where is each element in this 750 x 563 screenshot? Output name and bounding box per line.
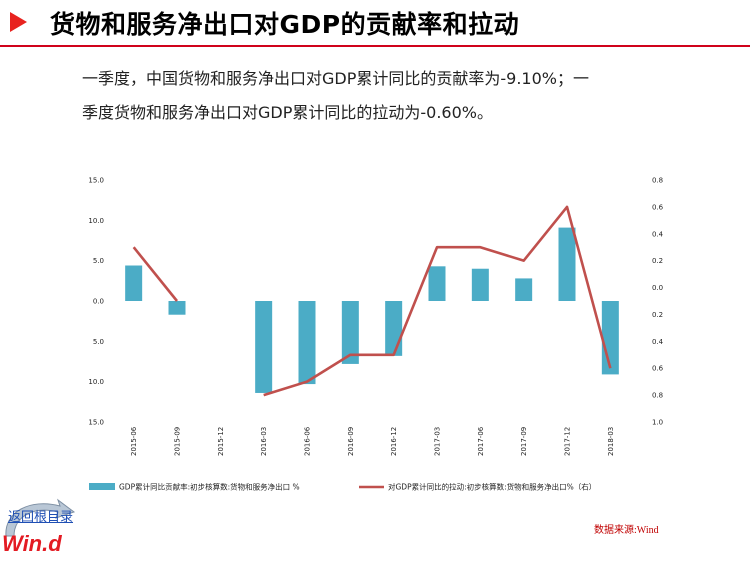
right-axis-tick-label: 0.4 [652,338,664,346]
bar-2015-06 [125,265,143,301]
x-axis-tick-label: 2017-12 [564,427,572,456]
line-series [263,205,612,397]
bar-2016-12 [385,301,403,356]
combo-chart: 15.0 10.0 5.0 0.0 5.0 10.0 15.0 0.8 0.6 0.4 0.2 0.0… [88,177,664,492]
wind-logo-text: Win.d [2,531,62,556]
x-axis-tick-label: 2017-06 [477,426,485,456]
x-axis-tick-label: 2016-12 [390,427,398,456]
legend-label-line: 对GDP累计同比的拉动:初步核算数:货物和服务净出口%（右） [388,482,596,492]
left-axis-tick-label: 10.0 [88,217,104,225]
x-axis-tick-label: 2015-09 [174,427,182,456]
x-axis-tick-label: 2016-03 [260,427,268,456]
title-bar: 货物和服务净出口对GDP的贡献率和拉动 [0,0,750,48]
legend-label-bar: GDP累计同比贡献率:初步核算数:货物和服务净出口 % [119,482,300,492]
bar-2017-12 [558,227,576,301]
summary-text: 一季度，中国货物和服务净出口对GDP累计同比的贡献率为-9.10%；一 季度货物… [82,62,697,130]
data-source: 数据来源:Wind [594,525,659,536]
x-axis-tick-label: 2017-03 [434,427,442,456]
wind-logo-icon [5,498,76,537]
title-divider [0,45,750,47]
right-axis-tick-label: 1.0 [652,419,663,427]
summary-line-2: 季度货物和服务净出口对GDP累计同比的拉动为-0.60%。 [82,103,493,122]
bar-2016-06 [298,301,316,385]
left-axis-tick-label: 15.0 [88,419,104,427]
bar-2015-09 [168,301,186,315]
x-axis-tick-label: 2016-06 [304,426,312,456]
x-axis-tick-label: 2018-03 [607,427,615,456]
line-series [132,246,179,302]
right-axis-tick-label: 0.2 [652,311,663,319]
x-axis-tick-label: 2015-06 [130,426,138,456]
right-axis-tick-label: 0.6 [652,203,664,211]
left-axis-tick-label: 5.0 [93,257,104,265]
right-axis-tick-label: 0.6 [652,365,664,373]
x-axis-tick-label: 2016-09 [347,427,355,456]
left-axis-tick-label: 10.0 [88,378,104,386]
legend-swatch-bar [89,483,115,490]
bar-2016-03 [255,301,273,393]
page-title: 货物和服务净出口对GDP的贡献率和拉动 [50,10,520,39]
bar-2016-09 [341,301,359,364]
back-to-root-link[interactable]: 返回根目录 [8,510,74,525]
right-axis-tick-label: 0.0 [652,284,663,292]
bar-2017-06 [471,268,489,301]
right-axis-tick-label: 0.2 [652,257,663,265]
title-arrow-icon [10,12,27,32]
bar-2017-09 [515,278,533,301]
right-axis-tick-label: 0.4 [652,230,664,238]
x-axis-tick-label: 2015-12 [217,427,225,456]
left-axis-tick-label: 5.0 [93,338,104,346]
x-axis-tick-label: 2017-09 [520,427,528,456]
summary-line-1: 一季度，中国货物和服务净出口对GDP累计同比的贡献率为-9.10%；一 [82,69,589,88]
left-axis-tick-label: 15.0 [88,177,104,185]
right-axis-tick-label: 0.8 [652,177,663,185]
right-axis-tick-label: 0.8 [652,392,663,400]
bar-2017-03 [428,266,446,301]
left-axis-tick-label: 0.0 [93,298,104,306]
